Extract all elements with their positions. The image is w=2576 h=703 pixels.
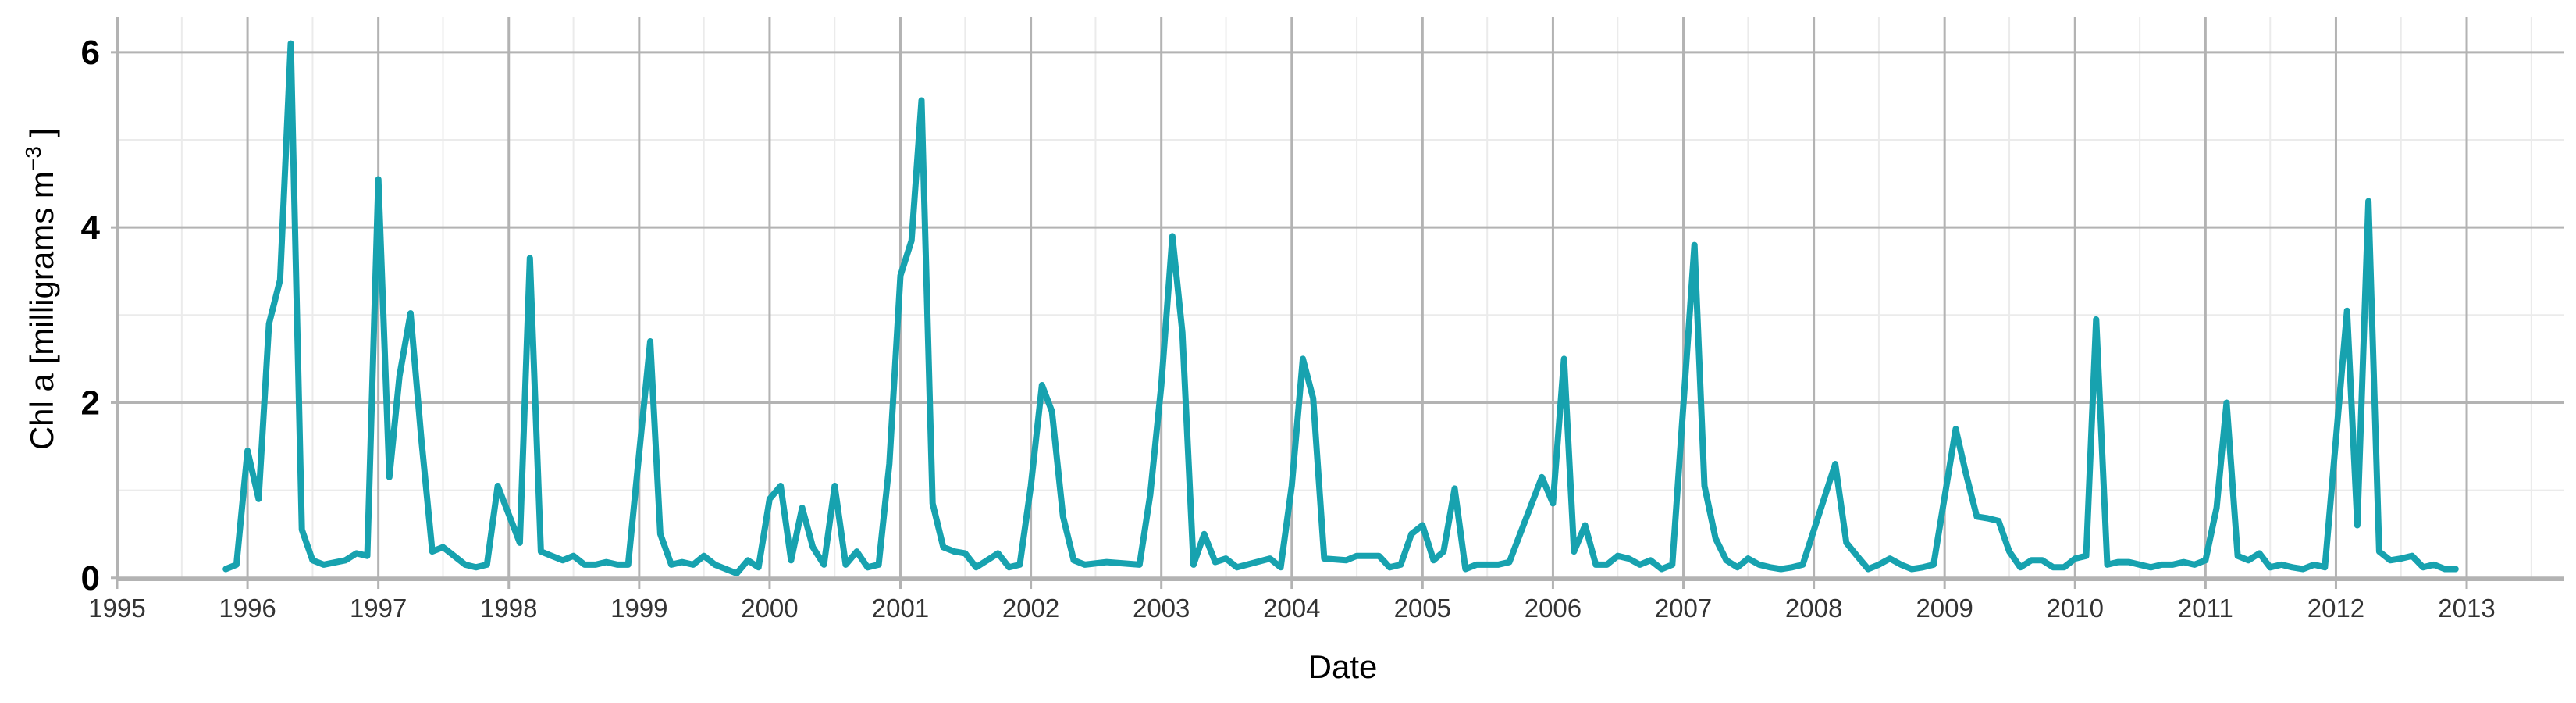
axis-lines — [116, 17, 2564, 581]
minor-gridlines — [117, 17, 2564, 580]
x-tick-label: 2003 — [1133, 594, 1190, 623]
y-axis-ticks: 0 2 4 6 — [81, 34, 117, 598]
x-axis-ticks: 1995 1996 1997 1998 1999 2000 2001 2002 2003 2004… — [88, 580, 2496, 623]
y-tick-label: 0 — [81, 559, 100, 598]
y-axis-title-end: ] — [23, 128, 60, 146]
series-layer — [222, 40, 2459, 577]
y-axis-title-main: Chl a [milligrams m — [23, 171, 60, 450]
x-tick-label: 2001 — [872, 594, 929, 623]
major-gridlines — [116, 17, 2564, 580]
x-tick-label: 1995 — [88, 594, 145, 623]
x-tick-label: 1998 — [480, 594, 537, 623]
x-tick-label: 2005 — [1394, 594, 1451, 623]
x-tick-label: 1996 — [219, 594, 276, 623]
x-tick-label: 2004 — [1263, 594, 1320, 623]
x-tick-label: 2002 — [1002, 594, 1059, 623]
y-axis-title-superscript: −3 — [21, 146, 45, 171]
x-tick-label: 2006 — [1525, 594, 1582, 623]
x-axis-title: Date — [1308, 648, 1378, 685]
x-tick-label: 2011 — [2178, 594, 2233, 623]
x-tick-label: 1997 — [350, 594, 407, 623]
x-tick-label: 2000 — [741, 594, 798, 623]
x-tick-label: 2010 — [2047, 594, 2104, 623]
x-tick-label: 2009 — [1916, 594, 1973, 623]
series-line-0 — [222, 40, 2459, 577]
x-tick-label: 2008 — [1785, 594, 1842, 623]
x-tick-label: 1999 — [610, 594, 667, 623]
x-tick-label: 2012 — [2307, 594, 2364, 623]
x-tick-label: 2007 — [1655, 594, 1712, 623]
x-tick-label: 2013 — [2438, 594, 2495, 623]
y-tick-label: 2 — [81, 384, 100, 422]
y-axis-title: Chl a [milligrams m−3 ] — [21, 128, 60, 450]
y-tick-label: 4 — [81, 209, 101, 247]
y-tick-label: 6 — [81, 34, 100, 72]
